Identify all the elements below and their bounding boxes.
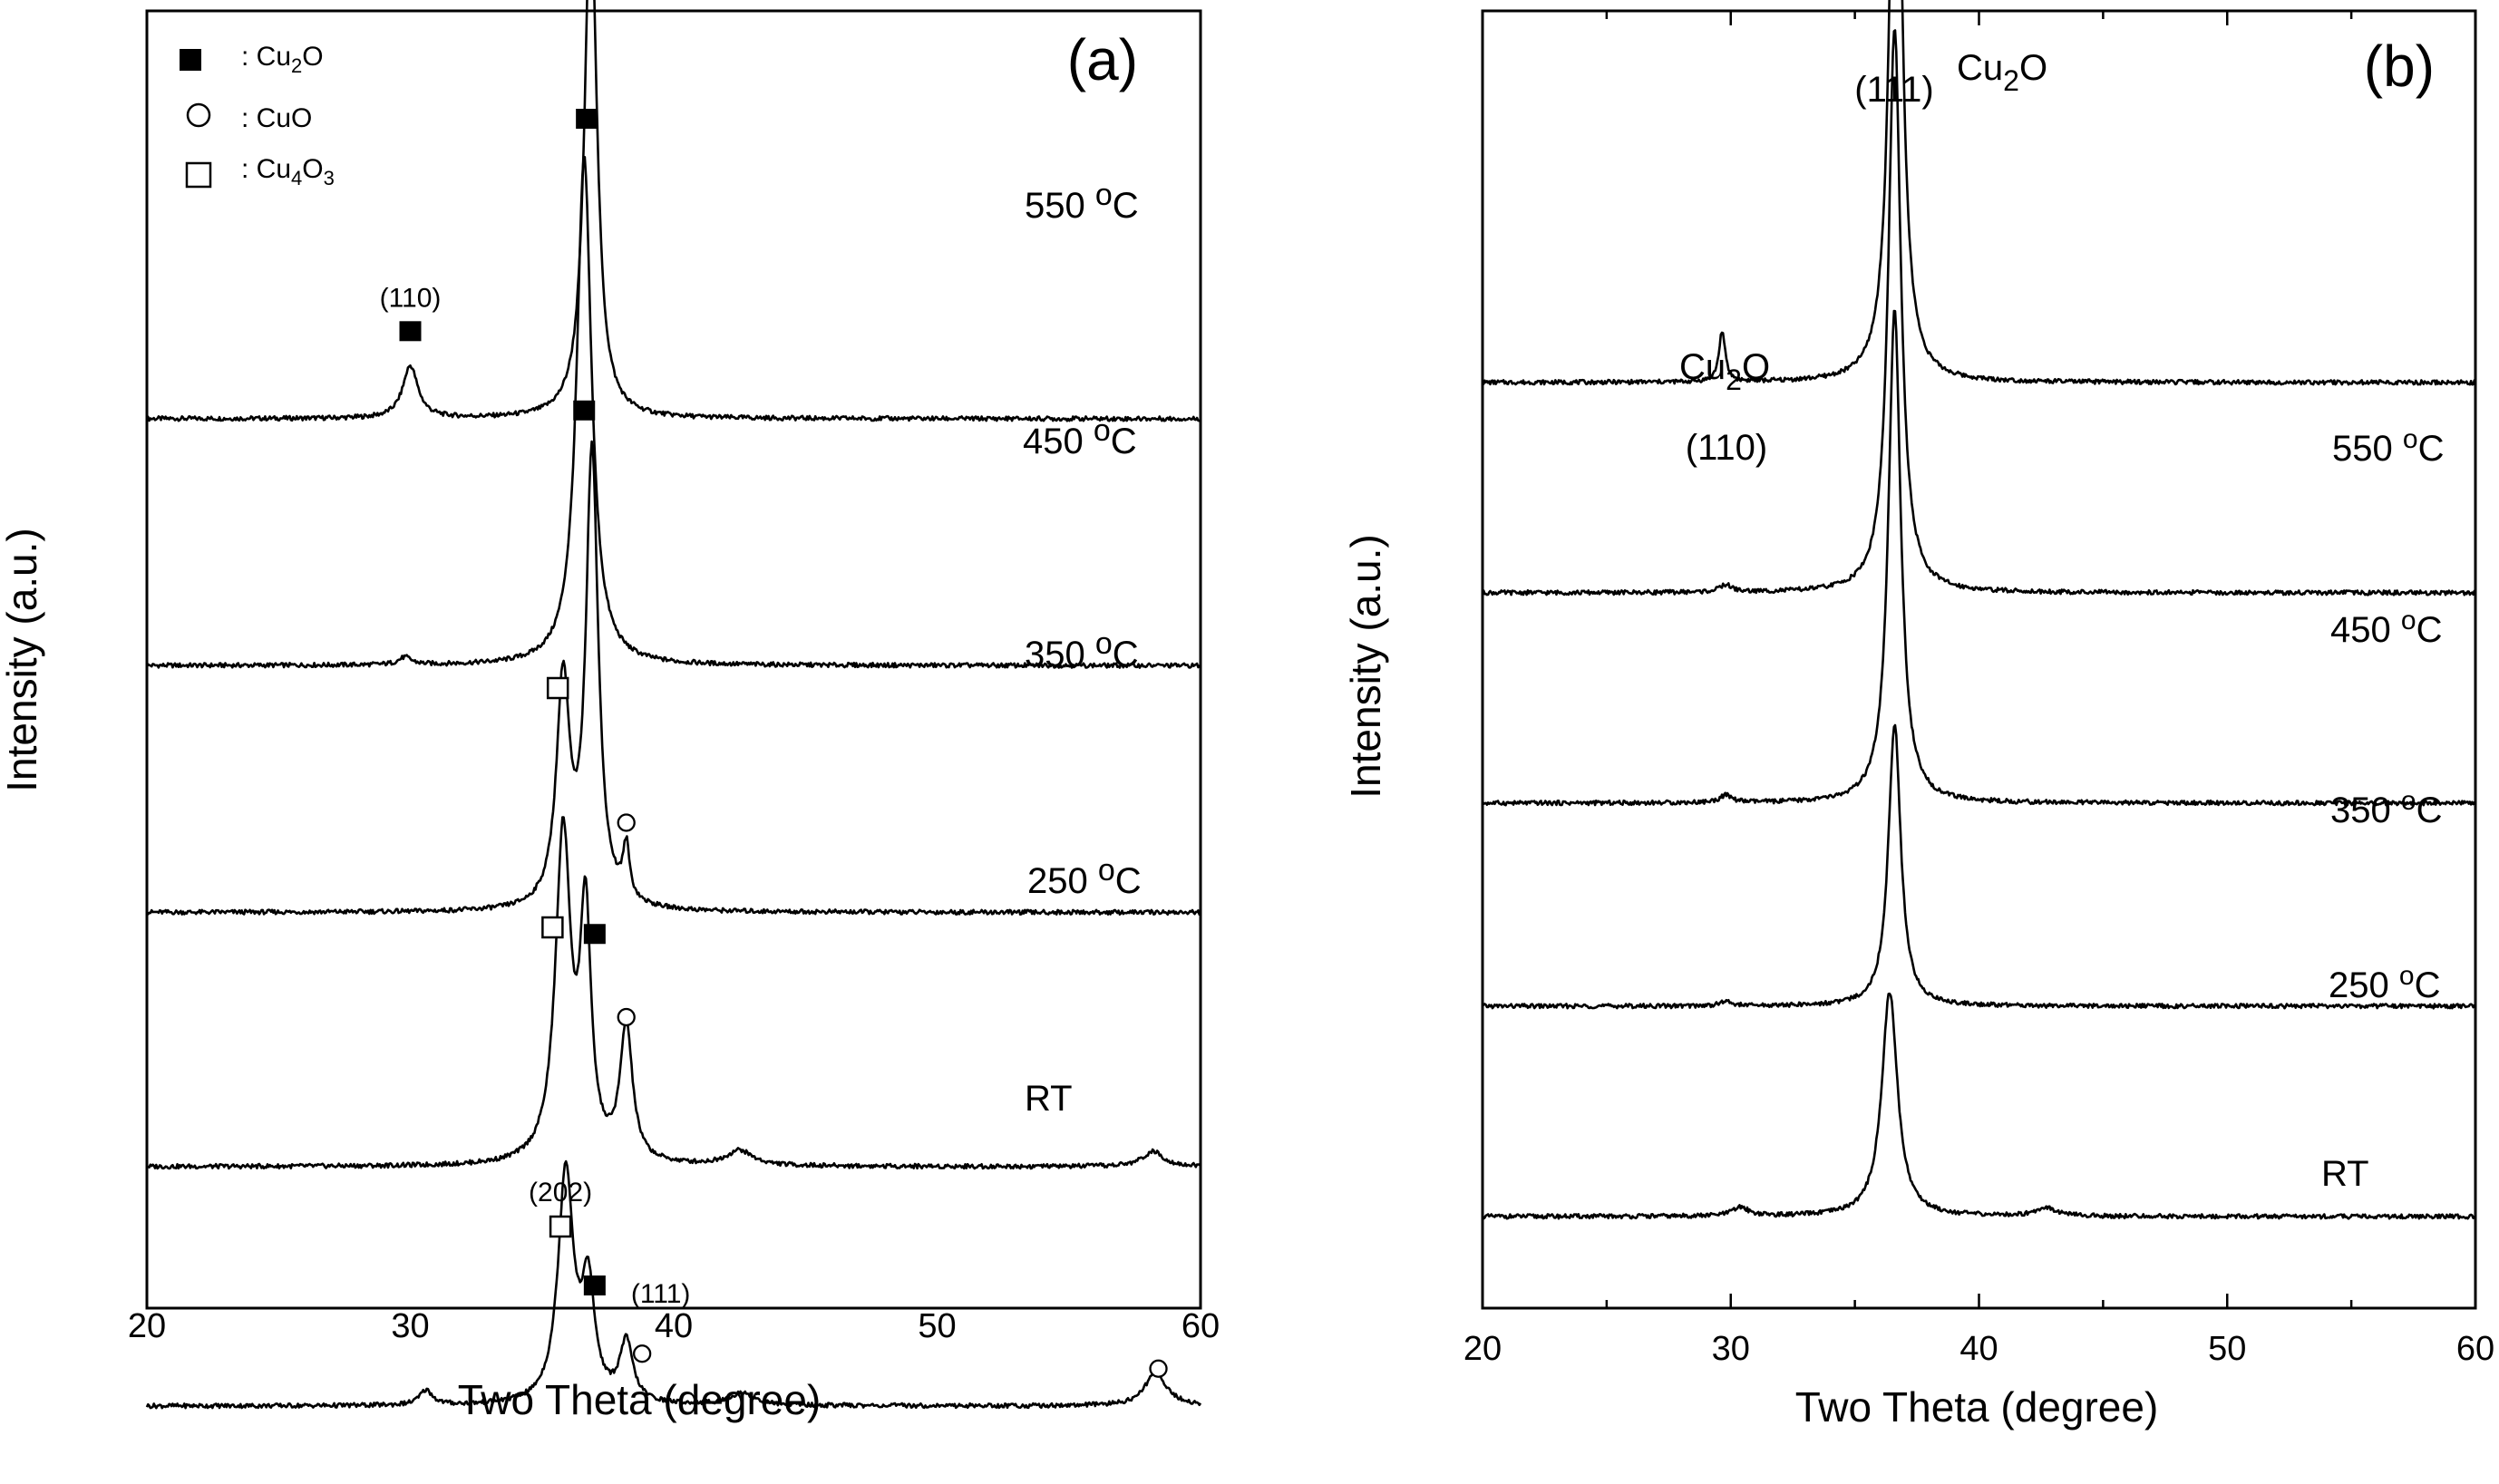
cu4o3-marker [546,676,569,700]
trace-550 [1482,0,2477,386]
trace-rt [145,1159,1202,1410]
legend-cu4o3-marker [185,161,212,189]
panel-b-peak-111-label: (111) [1854,70,1933,110]
x-tick-label: 50 [2208,1330,2246,1368]
trace-550 [145,0,1201,422]
panel-b-label-350: 350 oC [2330,786,2442,830]
cu2o-marker [583,1275,606,1295]
cu4o3-marker [549,1215,572,1238]
cu2o-marker [576,109,598,129]
panel-b-traces [1481,0,2477,1220]
trace-rt [1481,992,2477,1220]
panel-a-x-axis-title: Two Theta (degree) [458,1376,822,1423]
cuo-marker [617,1007,636,1027]
trace-450 [1481,29,2477,597]
panel-b: 20 30 40 50 60 (b) Two Theta (degree) Intens… [1342,0,2494,1431]
panel-b-peak-110-phase: Cu2O [1679,347,1770,396]
legend-cu2o-marker [180,49,201,71]
panel-b-label-250: 250 oC [2329,961,2440,1005]
panel-a-x-ticks: 20 30 40 50 60 [128,1307,1220,1345]
cu2o-marker [583,924,606,945]
x-tick-label: 50 [918,1307,956,1345]
panel-b-x-ticks: 20 30 40 50 60 [1463,11,2494,1368]
panel-a-label-rt: RT [1025,1079,1073,1119]
legend-cu2o-label: : Cu2O [241,42,324,77]
hkl-label: (111) [631,1279,691,1309]
panel-a-legend: : Cu2O : CuO : Cu4O3 [180,42,335,189]
cu2o-marker [399,321,422,342]
cu4o3-marker [541,916,564,939]
panel-a-label-350: 350 oC [1025,626,1139,674]
legend-cuo-marker [186,102,211,128]
hkl-label: (110) [380,283,442,313]
x-tick-label: 20 [128,1307,166,1345]
trace-250 [1482,723,2477,1010]
x-tick-label: 30 [391,1307,429,1345]
panel-a: 20 30 40 50 60 (a) Two Theta (degree) Intens… [0,0,1220,1423]
panel-b-plot-frame [1481,9,2477,1310]
x-tick-label: 20 [1463,1330,1502,1368]
cuo-marker [617,813,636,832]
panel-a-y-axis-title: Intensity (a.u.) [0,528,45,791]
x-tick-label: 60 [1181,1307,1220,1345]
trace-350 [1481,309,2476,807]
x-tick-label: 40 [655,1307,693,1345]
panel-a-label: (a) [1067,27,1138,92]
legend-cu4o3-label: : Cu4O3 [241,154,335,189]
cu2o-marker [573,400,596,421]
panel-a-label-550: 550 oC [1025,178,1139,226]
cuo-marker [1149,1359,1168,1378]
trace-350 [146,440,1202,917]
legend-cuo-label: : CuO [241,103,312,133]
panel-a-traces [145,0,1202,1410]
panel-a-plot-frame [145,9,1202,1310]
panel-b-x-axis-title: Two Theta (degree) [1795,1383,2159,1431]
panel-b-label-450: 450 oC [2330,606,2442,650]
panel-a-peak-markers: (111)(110)(202)(111) [380,109,1168,1378]
panel-b-label-550: 550 oC [2332,424,2444,469]
cuo-marker [632,1344,652,1363]
trace-250 [146,816,1202,1170]
panel-b-y-axis-title: Intensity (a.u.) [1342,534,1389,798]
x-tick-label: 60 [2456,1330,2494,1368]
panel-b-label: (b) [2364,34,2435,99]
panel-a-label-450: 450 oC [1023,413,1137,461]
panel-a-label-250: 250 oC [1027,853,1142,901]
trace-450 [145,156,1201,669]
x-tick-label: 40 [1959,1330,1998,1368]
panel-b-peak-110-label: (110) [1686,428,1767,468]
hkl-label: (202) [529,1178,592,1208]
panel-b-peak-111-phase: Cu2O [1957,48,2047,97]
x-tick-label: 30 [1712,1330,1750,1368]
panel-b-label-rt: RT [2321,1154,2369,1194]
